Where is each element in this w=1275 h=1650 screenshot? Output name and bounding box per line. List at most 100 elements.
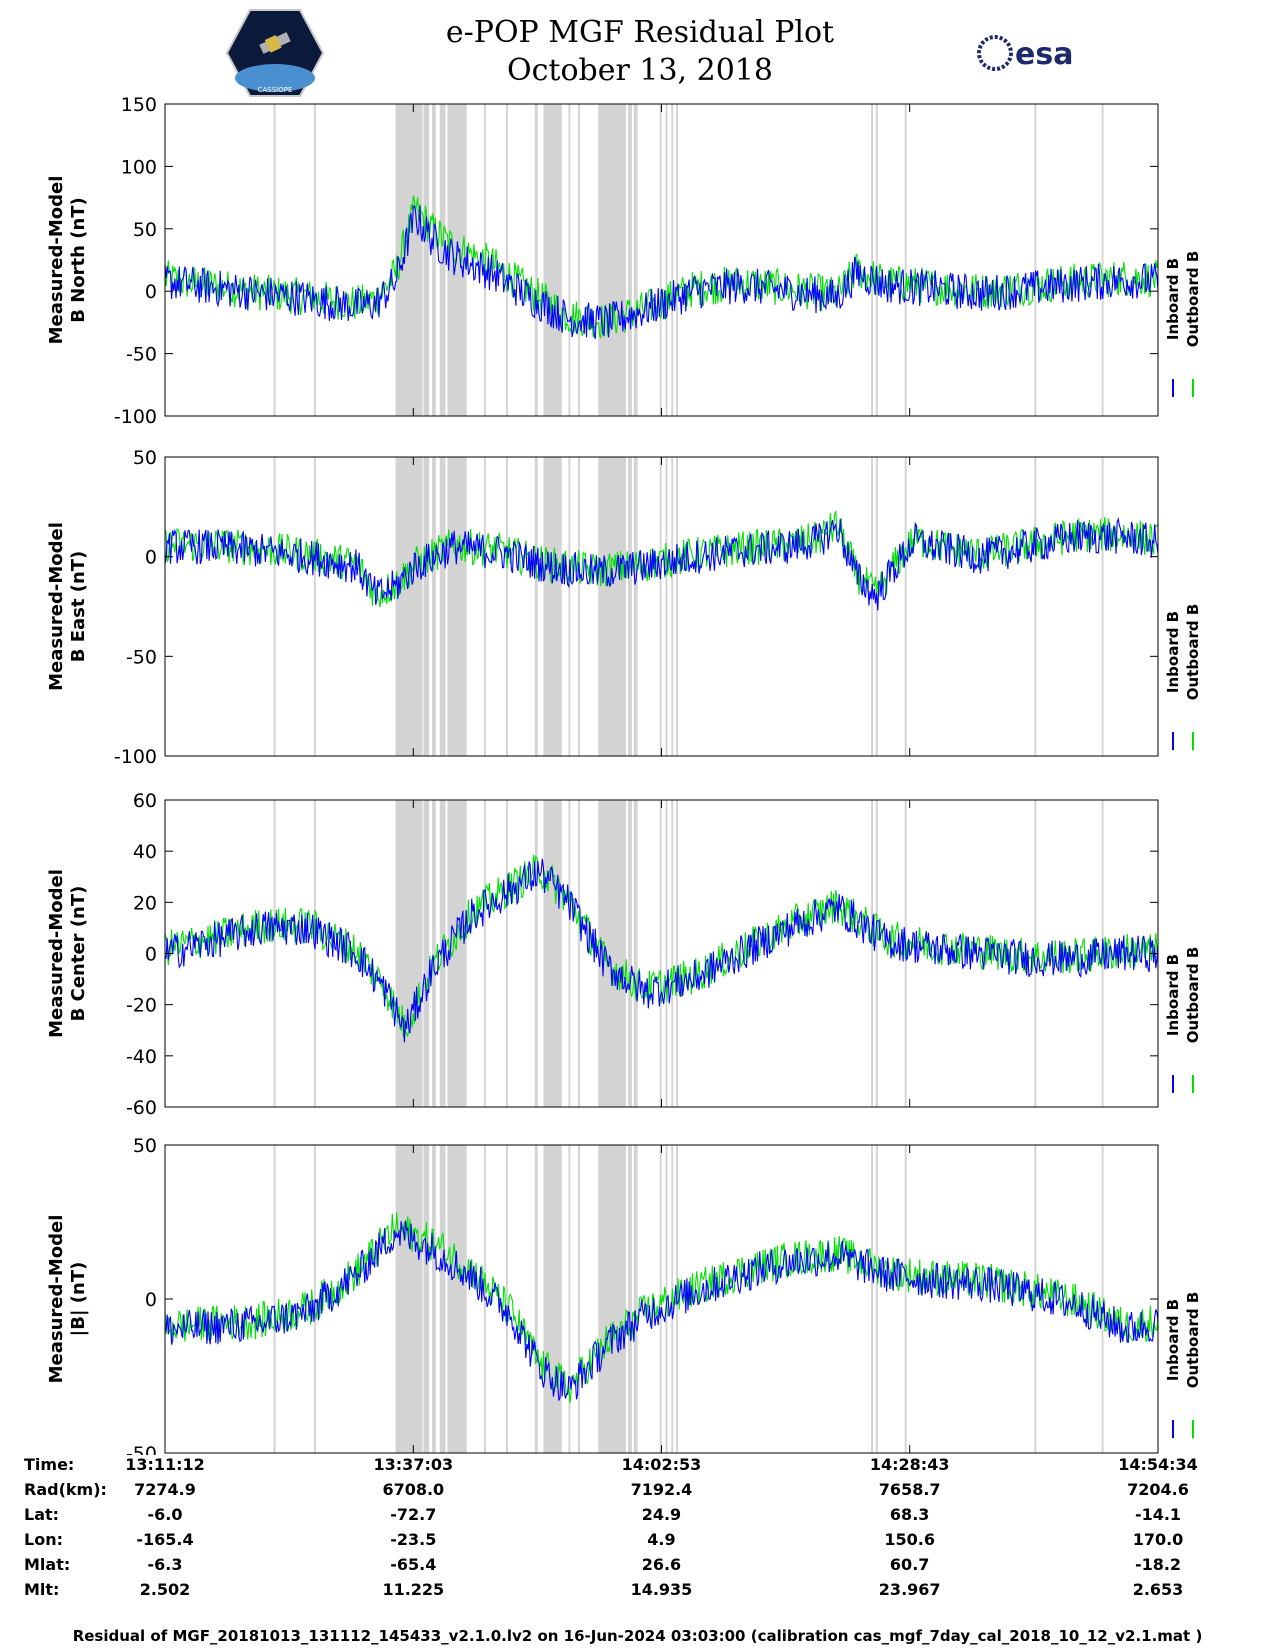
info-row-label: Mlt:	[24, 1580, 60, 1599]
data-gap-band	[676, 104, 678, 416]
info-row-value: 14:54:34	[1118, 1455, 1198, 1474]
data-gap-band	[313, 800, 316, 1107]
panel-1: 150 100 50 0 -50 -100 Measured-ModelB North (n…	[46, 94, 1202, 428]
data-gap-band	[543, 1145, 562, 1453]
data-gap-band	[875, 1145, 878, 1453]
data-gap-band	[395, 457, 423, 756]
cassiope-logo: CASSIOPE	[225, 9, 325, 97]
info-row-value: -23.5	[390, 1530, 437, 1549]
data-gap-band	[543, 800, 562, 1107]
info-row-value: 7204.6	[1127, 1480, 1189, 1499]
data-gap-band	[671, 104, 674, 416]
orbit-info-table: Time: 13:11:12 13:37:03 14:02:53 14:28:43 14:…	[0, 1455, 1275, 1625]
y-tick-label: 0	[145, 944, 157, 966]
series-line-outboard	[164, 510, 1159, 608]
data-gap-band	[665, 457, 668, 756]
data-gap-band	[671, 457, 674, 756]
cassiope-logo-text: CASSIOPE	[258, 86, 293, 94]
data-gap-band	[534, 457, 538, 756]
data-gap-band	[676, 457, 678, 756]
info-row-value: -6.0	[147, 1505, 183, 1524]
data-gap-band	[483, 457, 486, 756]
info-row-label: Lon:	[24, 1530, 63, 1549]
data-gap-band	[483, 104, 486, 416]
esa-logo: esa	[977, 35, 1073, 72]
data-gap-band	[395, 800, 423, 1107]
data-gap-band	[568, 457, 571, 756]
y-tick-label: 150	[121, 94, 157, 116]
data-gap-band	[871, 1145, 873, 1453]
y-tick-label: 50	[133, 219, 157, 241]
data-gap-band	[628, 1145, 632, 1453]
info-row-value: 6708.0	[382, 1480, 445, 1499]
esa-logo-text: esa	[1015, 37, 1073, 72]
data-gap-band	[875, 104, 878, 416]
info-row-value: 14:28:43	[869, 1455, 950, 1474]
y-axis-label-line-2: B Center (nT)	[68, 886, 89, 1022]
y-tick-label: 0	[145, 281, 157, 303]
data-gap-band	[423, 1145, 430, 1453]
y-tick-label: 100	[121, 156, 157, 178]
y-tick-label: -40	[126, 1046, 157, 1068]
y-tick-label: -50	[126, 646, 157, 668]
y-tick-label: 0	[145, 547, 157, 569]
data-gap-band	[432, 800, 436, 1107]
data-gap-band	[1101, 104, 1104, 416]
panel-3: 60 40 20 0 -20 -40 -60 Measured-ModelB Center (…	[46, 790, 1202, 1119]
info-row-label: Time:	[24, 1455, 75, 1474]
legend-label-inboard: Inboard B	[1164, 611, 1182, 693]
info-row-label: Mlat:	[24, 1555, 71, 1574]
data-gap-band	[423, 800, 430, 1107]
data-gap-band	[313, 1145, 316, 1453]
y-tick-label: 50	[133, 1135, 157, 1157]
info-row-value: 14.935	[630, 1580, 693, 1599]
data-gap-band	[665, 104, 668, 416]
data-gap-band	[534, 800, 538, 1107]
data-gap-band	[273, 1145, 276, 1453]
data-gap-band	[904, 1145, 907, 1453]
data-gap-band	[543, 104, 562, 416]
data-gap-band	[506, 104, 508, 416]
panel-2: 50 0 -50 -100 Measured-ModelB East (nT) Inboa…	[46, 447, 1202, 768]
y-tick-label: 40	[133, 841, 157, 863]
data-gap-band	[432, 457, 436, 756]
data-gap-band	[659, 104, 662, 416]
data-gap-band	[659, 457, 662, 756]
info-row-value: 23.967	[878, 1580, 941, 1599]
info-row-value: 2.502	[139, 1580, 191, 1599]
y-tick-label: -50	[126, 344, 157, 366]
data-gap-band	[395, 104, 423, 416]
footer-caption: Residual of MGF_20181013_131112_145433_v…	[72, 1627, 1203, 1645]
data-gap-band	[578, 1145, 580, 1453]
info-row-value: -6.3	[147, 1555, 183, 1574]
data-gap-band	[904, 104, 907, 416]
info-row-value: 14:02:53	[621, 1455, 702, 1474]
series-line-outboard	[164, 854, 1159, 1038]
info-row-value: 26.6	[641, 1555, 682, 1574]
info-row-value: 7658.7	[878, 1480, 941, 1499]
data-gap-band	[578, 800, 580, 1107]
info-row-value: 4.9	[647, 1530, 676, 1549]
data-gap-band	[506, 457, 508, 756]
data-gap-band	[598, 800, 627, 1107]
data-gap-band	[568, 800, 571, 1107]
data-gap-band	[665, 800, 668, 1107]
info-row-value: -65.4	[390, 1555, 437, 1574]
info-row-value: -18.2	[1134, 1555, 1182, 1574]
series-line-inboard	[164, 205, 1159, 339]
info-row-value: -165.4	[136, 1530, 194, 1549]
info-row-value: 11.225	[382, 1580, 445, 1599]
info-row-value: 7192.4	[630, 1480, 693, 1499]
data-gap-band	[628, 457, 632, 756]
data-gap-band	[1101, 457, 1104, 756]
legend-label-outboard: Outboard B	[1184, 251, 1202, 348]
data-gap-band	[447, 800, 467, 1107]
data-gap-band	[439, 1145, 446, 1453]
legend-label-outboard: Outboard B	[1184, 947, 1202, 1044]
data-gap-band	[1101, 1145, 1104, 1453]
data-gap-band	[598, 1145, 627, 1453]
info-row-value: 150.6	[884, 1530, 935, 1549]
data-gap-band	[568, 104, 571, 416]
panel-4: 50 0 -50 Measured-Model|B| (nT) Inboard B Out…	[46, 1135, 1202, 1455]
data-gap-band	[432, 1145, 436, 1453]
